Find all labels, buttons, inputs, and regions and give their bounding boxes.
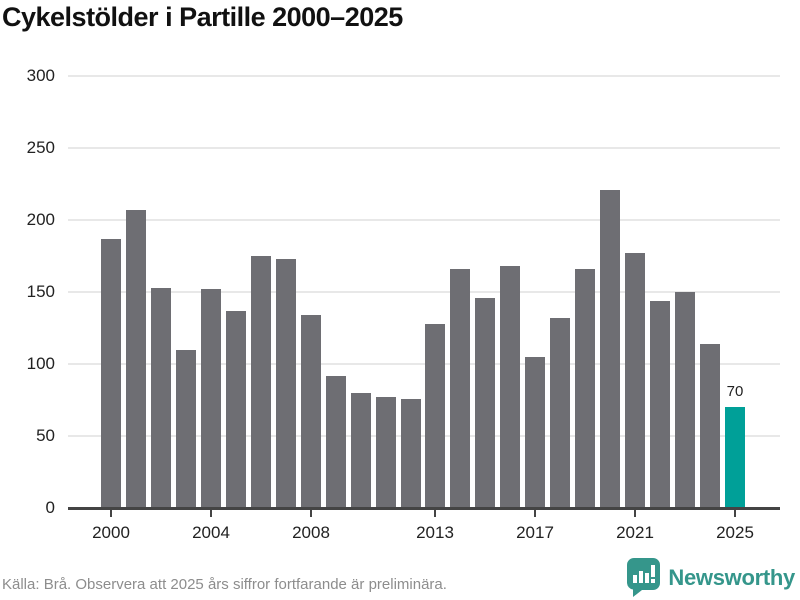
x-axis-label-2017: 2017 [516,523,554,542]
x-axis-label-2004: 2004 [192,523,230,542]
bar-2014 [450,269,470,508]
bar-2018 [550,318,570,508]
y-axis-label-50: 50 [36,426,55,445]
bar-2013 [425,324,445,508]
x-tick-2008 [310,510,312,517]
x-tick-2004 [210,510,212,517]
source-note: Källa: Brå. Observera att 2025 års siffr… [2,576,447,593]
bar-2025 [725,407,745,508]
bar-2007 [276,259,296,508]
bar-2000 [101,239,121,508]
bar-2012 [401,399,421,508]
y-axis-label-300: 300 [26,66,55,85]
bar-2008 [301,315,321,508]
x-axis-line [68,507,780,510]
gridline-200 [68,219,780,221]
bar-2009 [326,376,346,508]
x-axis-label-2021: 2021 [616,523,654,542]
bar-2021 [625,253,645,508]
bar-2023 [675,292,695,508]
bar-2006 [251,256,271,508]
bar-value-label-2025: 70 [726,383,744,400]
bar-2020 [600,190,620,508]
y-axis-label-200: 200 [26,210,55,229]
y-axis-label-0: 0 [45,498,55,517]
newsworthy-bubble-chart-icon [627,558,661,597]
bar-2019 [575,269,595,508]
x-axis-label-2008: 2008 [292,523,330,542]
x-tick-2013 [434,510,436,517]
bar-2002 [151,288,171,508]
x-axis-label-2013: 2013 [416,523,454,542]
chart-title: Cykelstölder i Partille 2000–2025 [2,2,403,32]
bar-2003 [176,350,196,508]
bar-2011 [376,397,396,508]
bar-2015 [475,298,495,508]
gridline-300 [68,75,780,77]
bar-2017 [525,357,545,508]
bar-2016 [500,266,520,508]
x-tick-2025 [734,510,736,517]
bar-2001 [126,210,146,508]
x-axis-label-2025: 2025 [716,523,754,542]
x-tick-2017 [534,510,536,517]
gridline-150 [68,291,780,293]
y-axis-label-150: 150 [26,282,55,301]
gridline-50 [68,435,780,437]
bar-chart-plot-area: 0 50 100 150 200 250 300 70 2000 2004 2008 2013 2017… [26,66,780,542]
bar-2024 [700,344,720,508]
bar-2005 [226,311,246,508]
x-tick-2000 [110,510,112,517]
bar-2010 [351,393,371,508]
bar-2022 [650,301,670,508]
newsworthy-wordmark: Newsworthy [668,564,795,590]
x-tick-2021 [634,510,636,517]
y-axis-label-100: 100 [26,354,55,373]
y-axis-label-250: 250 [26,138,55,157]
bar-2004 [201,289,221,508]
newsworthy-logo: Newsworthy [627,558,795,597]
gridline-250 [68,147,780,149]
x-axis-label-2000: 2000 [92,523,130,542]
gridline-100 [68,363,780,365]
